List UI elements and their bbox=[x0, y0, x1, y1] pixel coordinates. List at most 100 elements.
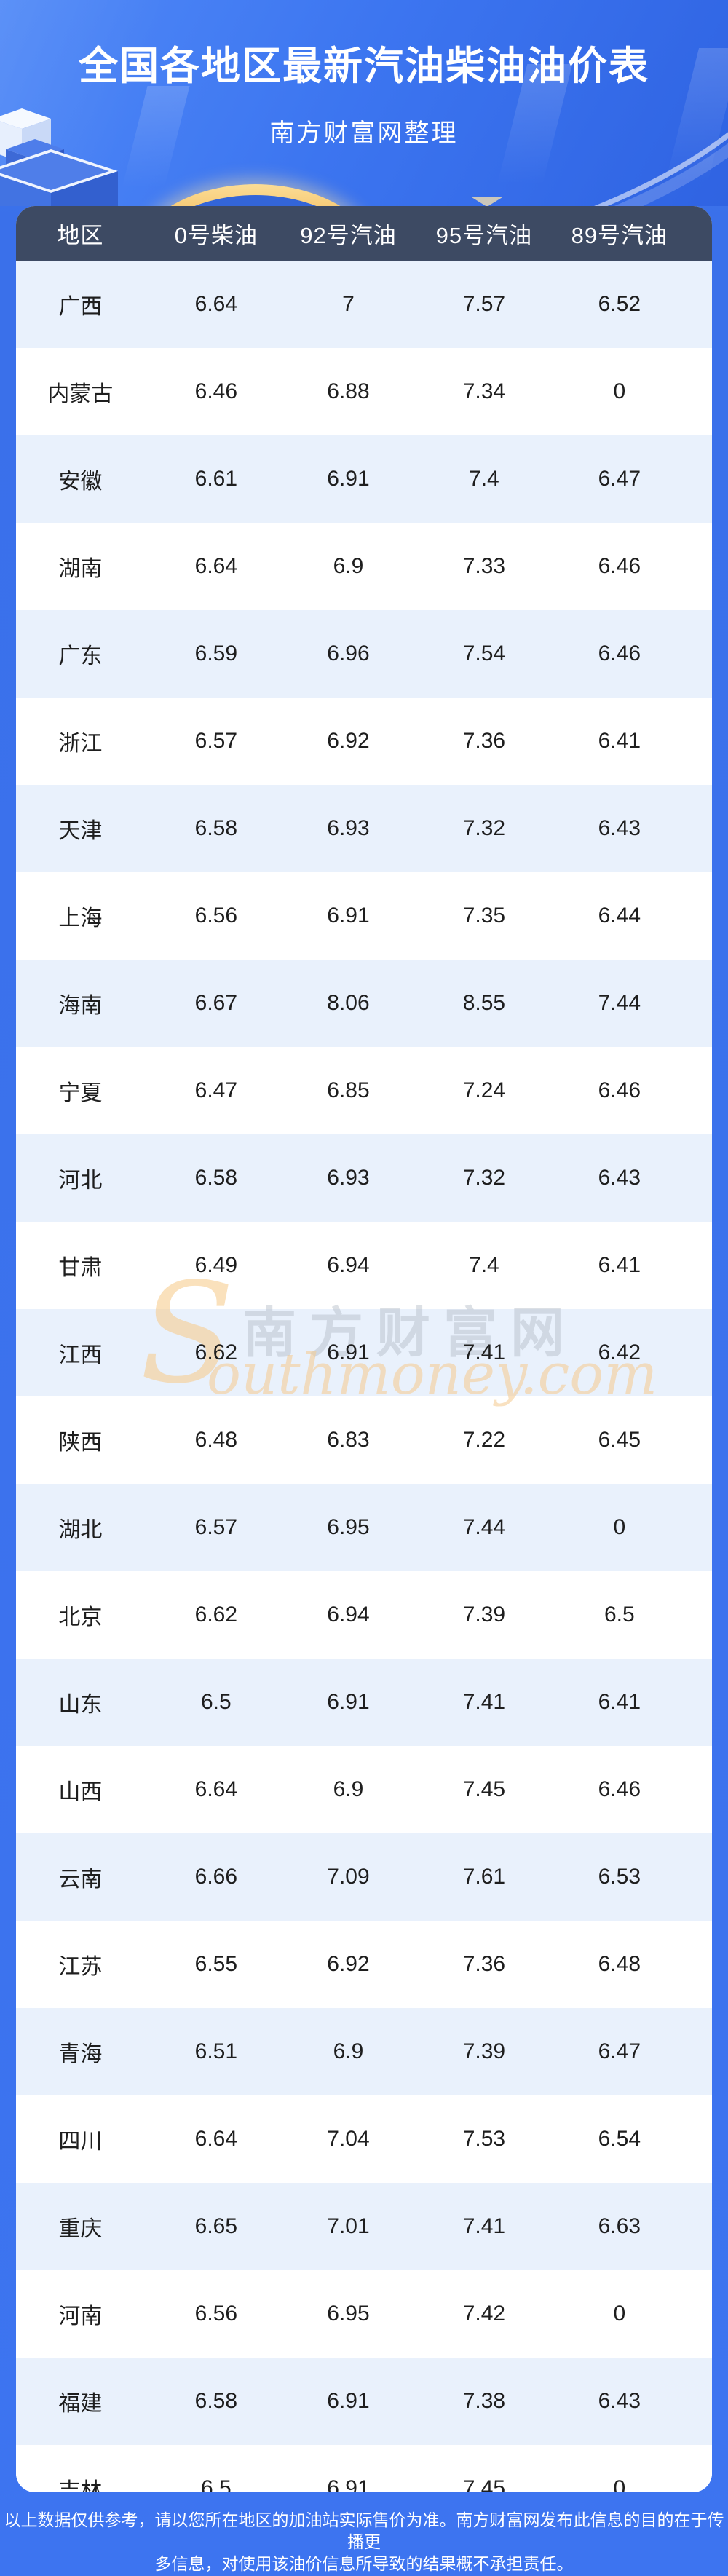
table-row: 四川 6.64 7.04 7.53 6.54 bbox=[16, 2095, 712, 2183]
table-header: 地区 0号柴油 92号汽油 95号汽油 89号汽油 bbox=[16, 206, 712, 261]
price-cell: 6.59 bbox=[194, 641, 238, 665]
price-cell: 6.47 bbox=[194, 1078, 238, 1102]
price-cell: 6.64 bbox=[194, 554, 238, 578]
column-header-gas89: 89号汽油 bbox=[558, 206, 712, 261]
price-cell: 6.41 bbox=[598, 729, 641, 753]
price-cell: 6.91 bbox=[327, 904, 370, 928]
region-cell: 山西 bbox=[58, 1780, 103, 1804]
price-cell: 6.66 bbox=[194, 1865, 238, 1889]
table-row: 广东 6.59 6.96 7.54 6.46 bbox=[16, 610, 712, 698]
price-cell: 6.5 bbox=[200, 2476, 232, 2492]
price-cell: 7.54 bbox=[462, 641, 506, 665]
price-cell: 7.22 bbox=[462, 1428, 506, 1452]
price-cell: 6.9 bbox=[333, 1777, 364, 1801]
price-cell: 6.63 bbox=[598, 2214, 641, 2238]
table-row: 海南 6.67 8.06 8.55 7.44 bbox=[16, 960, 712, 1047]
price-cell: 6.62 bbox=[194, 1603, 238, 1627]
price-cell: 6.47 bbox=[598, 467, 641, 491]
price-cell: 7.53 bbox=[462, 2127, 506, 2151]
region-cell: 福建 bbox=[58, 2392, 103, 2416]
column-header-gas92: 92号汽油 bbox=[287, 206, 410, 261]
price-cell: 7.33 bbox=[462, 554, 506, 578]
price-cell: 6.93 bbox=[327, 816, 370, 840]
region-cell: 北京 bbox=[58, 1605, 103, 1629]
table-row: 甘肃 6.49 6.94 7.4 6.41 bbox=[16, 1222, 712, 1309]
price-cell: 6.9 bbox=[333, 2039, 364, 2063]
price-cell: 6.62 bbox=[194, 1340, 238, 1364]
price-cell: 6.85 bbox=[327, 1078, 370, 1102]
region-cell: 湖南 bbox=[58, 557, 103, 581]
price-cell: 6.64 bbox=[194, 292, 238, 316]
region-cell: 海南 bbox=[58, 994, 103, 1018]
region-cell: 河南 bbox=[58, 2304, 103, 2328]
price-cell: 6.57 bbox=[194, 1515, 238, 1539]
region-cell: 广东 bbox=[58, 644, 103, 668]
price-cell: 7.35 bbox=[462, 904, 506, 928]
table-row: 北京 6.62 6.94 7.39 6.5 bbox=[16, 1571, 712, 1659]
price-cell: 7.61 bbox=[462, 1865, 506, 1889]
price-cell: 6.54 bbox=[598, 2127, 641, 2151]
price-cell: 7.41 bbox=[462, 2214, 506, 2238]
price-cell: 7.57 bbox=[462, 292, 506, 316]
price-cell: 6.47 bbox=[598, 2039, 641, 2063]
table-row: 云南 6.66 7.09 7.61 6.53 bbox=[16, 1833, 712, 1921]
region-cell: 宁夏 bbox=[58, 1081, 103, 1105]
price-cell: 6.91 bbox=[327, 2476, 370, 2492]
price-cell: 7.24 bbox=[462, 1078, 506, 1102]
price-cell: 6.46 bbox=[598, 554, 641, 578]
price-cell: 6.83 bbox=[327, 1428, 370, 1452]
table-row: 广西 6.64 7 7.57 6.52 bbox=[16, 261, 712, 348]
price-cell: 7.32 bbox=[462, 816, 506, 840]
price-cell: 7.41 bbox=[462, 1690, 506, 1714]
table-row: 宁夏 6.47 6.85 7.24 6.46 bbox=[16, 1047, 712, 1134]
light-wash-decoration bbox=[0, 0, 374, 206]
price-cell: 7.42 bbox=[462, 2302, 506, 2326]
golden-arc-decoration bbox=[127, 184, 384, 206]
price-cell: 6.48 bbox=[598, 1952, 641, 1976]
region-cell: 江苏 bbox=[58, 1955, 103, 1979]
price-cell: 6.57 bbox=[194, 729, 238, 753]
column-header-region: 地区 bbox=[16, 206, 145, 261]
golden-arc-inner bbox=[138, 195, 373, 206]
price-cell: 6.96 bbox=[327, 641, 370, 665]
price-cell: 6.91 bbox=[327, 2389, 370, 2413]
price-table-card: S 南方财富网 outhmoney.com 地区 0号柴油 92号汽油 95号汽… bbox=[16, 206, 712, 2492]
price-cell: 6.5 bbox=[604, 1603, 635, 1627]
price-cell: 7.44 bbox=[598, 991, 641, 1015]
table-row: 陕西 6.48 6.83 7.22 6.45 bbox=[16, 1396, 712, 1484]
region-cell: 甘肃 bbox=[58, 1256, 103, 1280]
price-cell: 7.36 bbox=[462, 729, 506, 753]
price-cell: 6.46 bbox=[598, 641, 641, 665]
hero-banner: 全国各地区最新汽油柴油油价表 南方财富网整理 bbox=[0, 0, 728, 206]
price-cell: 6.65 bbox=[194, 2214, 238, 2238]
price-cell: 7.44 bbox=[462, 1515, 506, 1539]
region-cell: 安徽 bbox=[58, 470, 103, 494]
price-cell: 6.46 bbox=[194, 379, 238, 403]
region-cell: 云南 bbox=[58, 1868, 103, 1892]
price-cell: 6.43 bbox=[598, 2389, 641, 2413]
price-cell: 6.45 bbox=[598, 1428, 641, 1452]
table-row: 浙江 6.57 6.92 7.36 6.41 bbox=[16, 698, 712, 785]
price-cell: 7.04 bbox=[327, 2127, 370, 2151]
price-cell: 7.4 bbox=[469, 1253, 499, 1277]
table-row: 江苏 6.55 6.92 7.36 6.48 bbox=[16, 1921, 712, 2008]
price-cell: 6.46 bbox=[598, 1777, 641, 1801]
price-cell: 6.88 bbox=[327, 379, 370, 403]
price-cell: 6.41 bbox=[598, 1253, 641, 1277]
price-cell: 7 bbox=[342, 292, 355, 316]
table-row: 安徽 6.61 6.91 7.4 6.47 bbox=[16, 435, 712, 523]
region-cell: 山东 bbox=[58, 1693, 103, 1717]
price-cell: 6.93 bbox=[327, 1166, 370, 1190]
price-cell: 6.51 bbox=[194, 2039, 238, 2063]
price-cell: 6.94 bbox=[327, 1253, 370, 1277]
table-row: 重庆 6.65 7.01 7.41 6.63 bbox=[16, 2183, 712, 2270]
region-cell: 青海 bbox=[58, 2042, 103, 2066]
price-cell: 6.67 bbox=[194, 991, 238, 1015]
price-cell: 0 bbox=[613, 2476, 626, 2492]
price-cell: 6.53 bbox=[598, 1865, 641, 1889]
price-cell: 6.48 bbox=[194, 1428, 238, 1452]
table-row: 上海 6.56 6.91 7.35 6.44 bbox=[16, 872, 712, 960]
table-row: 湖北 6.57 6.95 7.44 0 bbox=[16, 1484, 712, 1571]
price-cell: 7.45 bbox=[462, 2476, 506, 2492]
region-cell: 内蒙古 bbox=[47, 382, 114, 406]
